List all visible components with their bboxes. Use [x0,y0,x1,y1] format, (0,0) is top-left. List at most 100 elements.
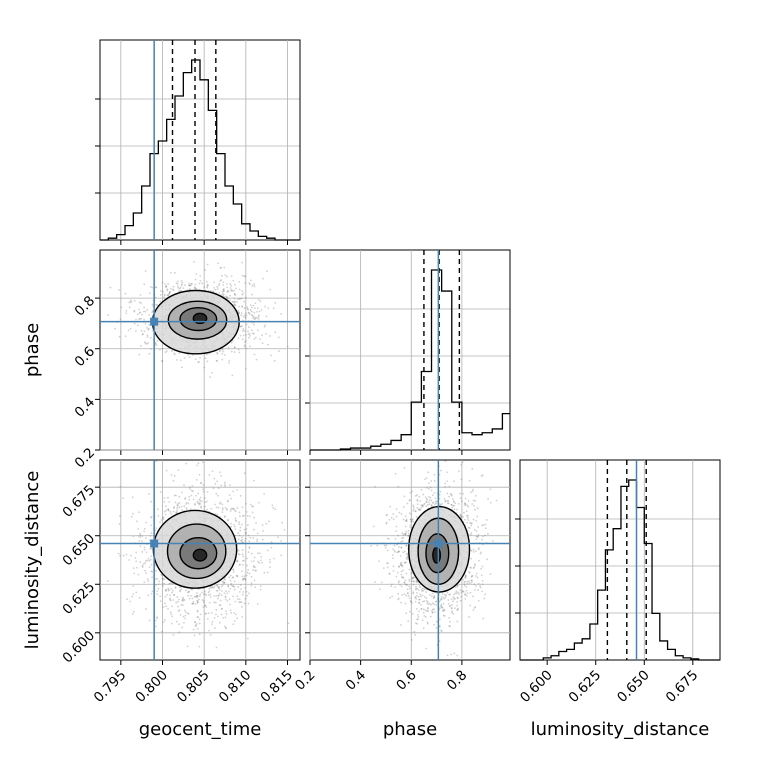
sample-point [184,611,187,614]
sample-point [441,593,444,595]
sample-point [406,588,409,591]
x-axis-label-phase: phase [383,719,437,740]
sample-point [223,592,226,595]
sample-point [246,306,249,309]
sample-point [480,568,482,570]
sample-point [397,598,400,601]
sample-point [477,548,480,551]
sample-point [425,647,428,650]
sample-point [129,300,132,303]
sample-point [455,592,458,595]
sample-point [450,606,453,609]
sample-point [207,591,210,594]
sample-point [184,614,187,617]
sample-point [141,566,144,568]
sample-point [230,525,233,528]
sample-point [169,290,172,293]
sample-point [439,503,441,506]
sample-point [196,627,199,630]
sample-point [141,333,144,336]
sample-point [287,622,290,625]
sample-point [418,610,420,613]
sample-point [254,302,257,305]
sample-point [435,500,438,503]
sample-point [433,596,436,599]
sample-point [227,290,230,293]
sample-point [241,305,244,308]
sample-point [244,282,246,284]
sample-point [442,602,445,605]
sample-point [182,596,185,599]
sample-point [198,498,201,501]
sample-point [138,353,141,356]
sample-point [233,588,236,591]
sample-point [159,491,162,494]
sample-point [165,469,168,472]
histogram-step [310,269,510,451]
sample-point [447,502,450,505]
sample-point [259,300,262,303]
sample-point [232,623,235,626]
sample-point [476,536,479,538]
sample-point [425,591,428,593]
sample-point [179,359,182,362]
sample-point [217,262,219,265]
sample-point [466,521,469,524]
sample-point [224,596,227,599]
sample-point [451,506,454,509]
sample-point [162,290,165,293]
sample-point [431,611,434,614]
sample-point [174,353,176,356]
sample-point [168,292,171,295]
sample-point [426,504,429,506]
sample-point [461,461,464,464]
sample-point [200,505,203,508]
sample-point [245,340,247,342]
sample-point [167,587,170,590]
sample-point [231,507,234,510]
sample-point [139,534,142,537]
sample-point [395,530,397,533]
sample-point [157,515,160,517]
sample-point [477,547,480,550]
sample-point [233,304,236,307]
sample-point [150,515,153,518]
sample-point [168,500,171,503]
sample-point [408,585,411,588]
sample-point [404,579,407,582]
sample-point [147,594,150,597]
sample-point [213,286,216,289]
sample-point [187,353,190,356]
sample-point [474,550,477,552]
sample-point [238,521,240,524]
sample-point [180,588,183,591]
sample-point [383,544,386,547]
sample-point [425,600,428,602]
sample-point [244,317,247,319]
sample-point [224,578,227,581]
sample-point [167,508,170,511]
sample-point [429,486,432,489]
sample-point [461,590,464,593]
sample-point [191,602,194,605]
sample-point [145,560,147,563]
sample-point [196,599,198,602]
sample-point [422,627,425,630]
sample-point [216,351,219,354]
sample-point [230,522,233,525]
sample-point [188,282,190,285]
sample-point [239,334,242,337]
sample-point [430,480,433,482]
sample-point [472,488,475,491]
sample-point [438,493,441,496]
sample-point [240,314,243,317]
contour-line [152,509,238,589]
sample-point [462,511,465,514]
sample-point [281,521,284,524]
sample-point [471,575,473,578]
sample-point [386,513,389,516]
sample-point [164,282,167,285]
sample-point [443,597,446,600]
sample-point [425,497,428,500]
sample-point [227,584,230,587]
